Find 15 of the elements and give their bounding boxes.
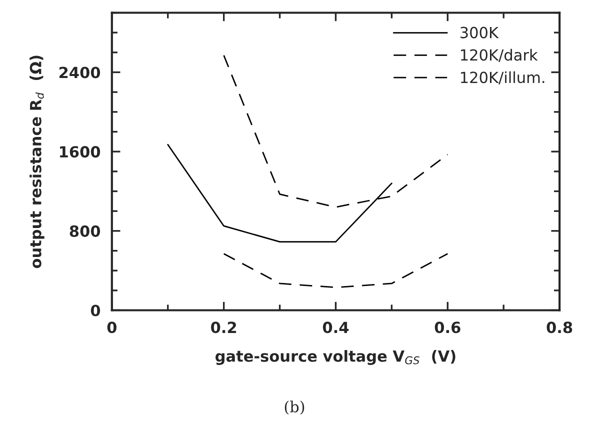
- x-tick-label: 0.4: [322, 322, 349, 334]
- y-tick-label: 0: [90, 304, 100, 316]
- x-tick-label: 0.6: [434, 322, 460, 334]
- x-tick-label: 0.8: [546, 322, 572, 334]
- y-tick-label: 2400: [59, 66, 100, 78]
- x-tick-label: 0.2: [211, 322, 236, 334]
- legend-label: 120K/illum.: [461, 71, 544, 84]
- legend-label: 120K/dark: [461, 48, 538, 62]
- y-tick-label: 800: [70, 225, 100, 237]
- y-axis-title: output resistance R$_{d}$ (Ω): [30, 56, 44, 268]
- legend-label: 300K: [460, 26, 499, 38]
- y-tick-label: 1600: [60, 146, 100, 158]
- x-axis-title: gate-source voltage V$_{GS}$ (V): [215, 350, 456, 365]
- text: (b): [284, 400, 304, 415]
- x-tick-label: 0: [107, 322, 116, 334]
